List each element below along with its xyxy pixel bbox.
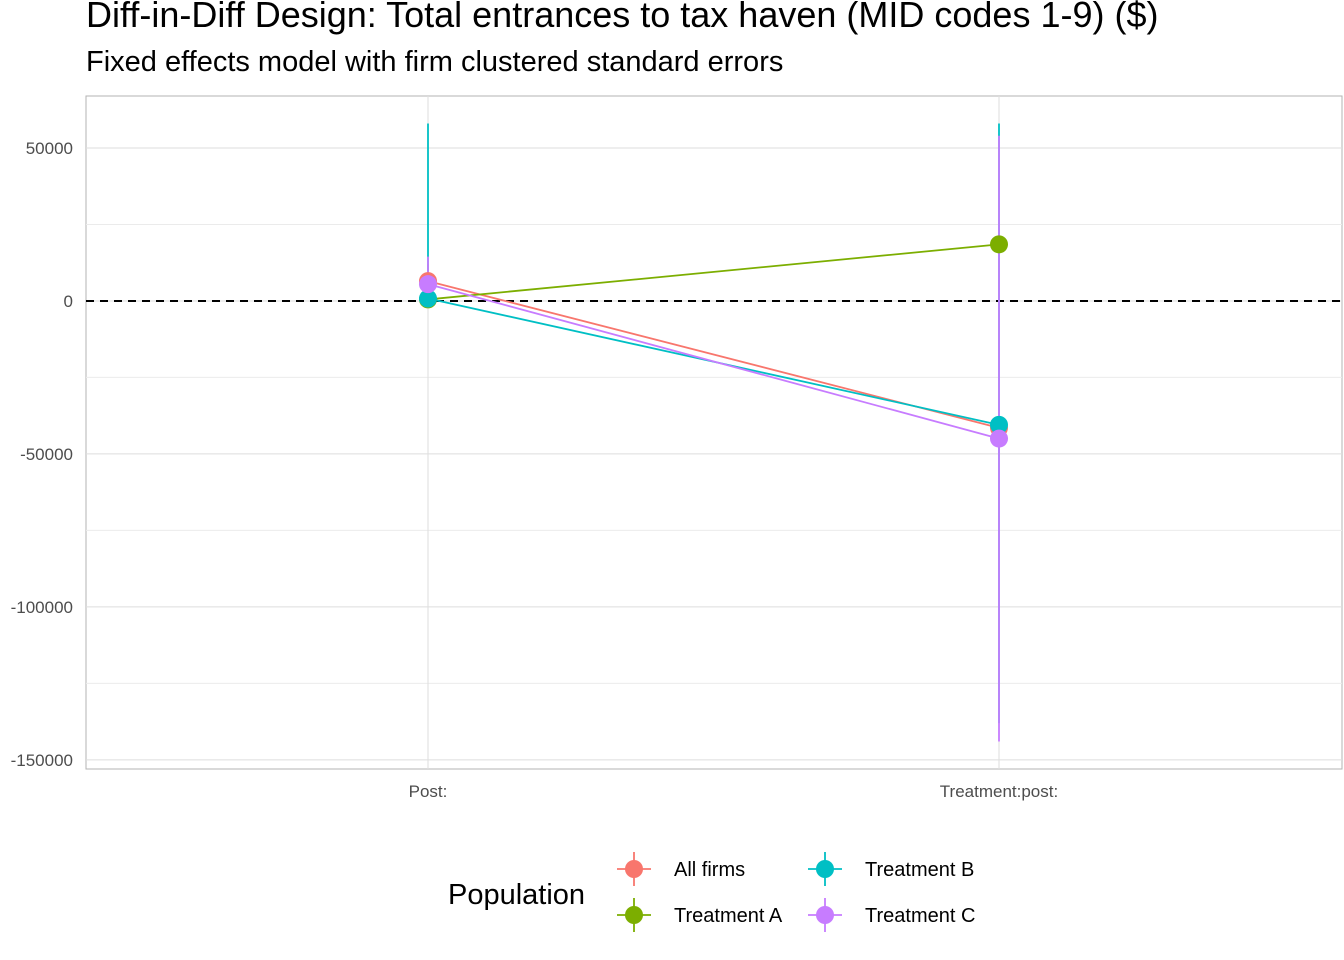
x-tick-label: Treatment:post: [940, 782, 1058, 801]
series-line-treatment-c [427, 283, 1000, 440]
legend-label-treatment-c: Treatment C [865, 905, 975, 927]
legend-key-treatment-a [617, 898, 651, 932]
point-treatment-b [990, 415, 1008, 434]
legend-key-point [625, 906, 643, 924]
point-treatment-a [990, 235, 1008, 254]
y-tick-label: -50000 [20, 445, 73, 464]
panel-border [85, 95, 1343, 770]
data-points [419, 235, 1008, 448]
series-line-treatment-a [427, 243, 1000, 301]
legend-key-point [625, 860, 643, 878]
grid-lines [86, 96, 1342, 769]
legend-label-treatment-b: Treatment B [865, 859, 974, 881]
legend-key-point [816, 906, 834, 924]
x-axis-ticks: Post: Treatment:post: [409, 782, 1059, 801]
error-bars [427, 123, 1000, 742]
legend-label-treatment-a: Treatment A [674, 905, 783, 927]
y-tick-label: 50000 [26, 139, 73, 158]
legend-key-treatment-c [808, 898, 842, 932]
legend-key-treatment-b [808, 852, 842, 886]
series-lines [427, 243, 1000, 440]
chart-subtitle: Fixed effects model with firm clustered … [86, 46, 784, 78]
legend-key-point [816, 860, 834, 878]
point-treatment-c [419, 275, 437, 294]
x-tick-label: Post: [409, 782, 448, 801]
y-tick-label: 0 [64, 292, 73, 311]
y-axis-ticks: 50000 0 -50000 -100000 -150000 [11, 139, 73, 770]
chart-title: Diff-in-Diff Design: Total entrances to … [86, 0, 1159, 35]
point-treatment-c [990, 429, 1008, 448]
legend: Population All firms Treatment A Treatment… [448, 852, 975, 932]
legend-key-all-firms [617, 852, 651, 886]
y-tick-label: -150000 [11, 751, 73, 770]
legend-title: Population [448, 879, 585, 911]
legend-label-all-firms: All firms [674, 859, 745, 881]
point-treatment-b [419, 289, 437, 308]
y-tick-label: -100000 [11, 598, 73, 617]
